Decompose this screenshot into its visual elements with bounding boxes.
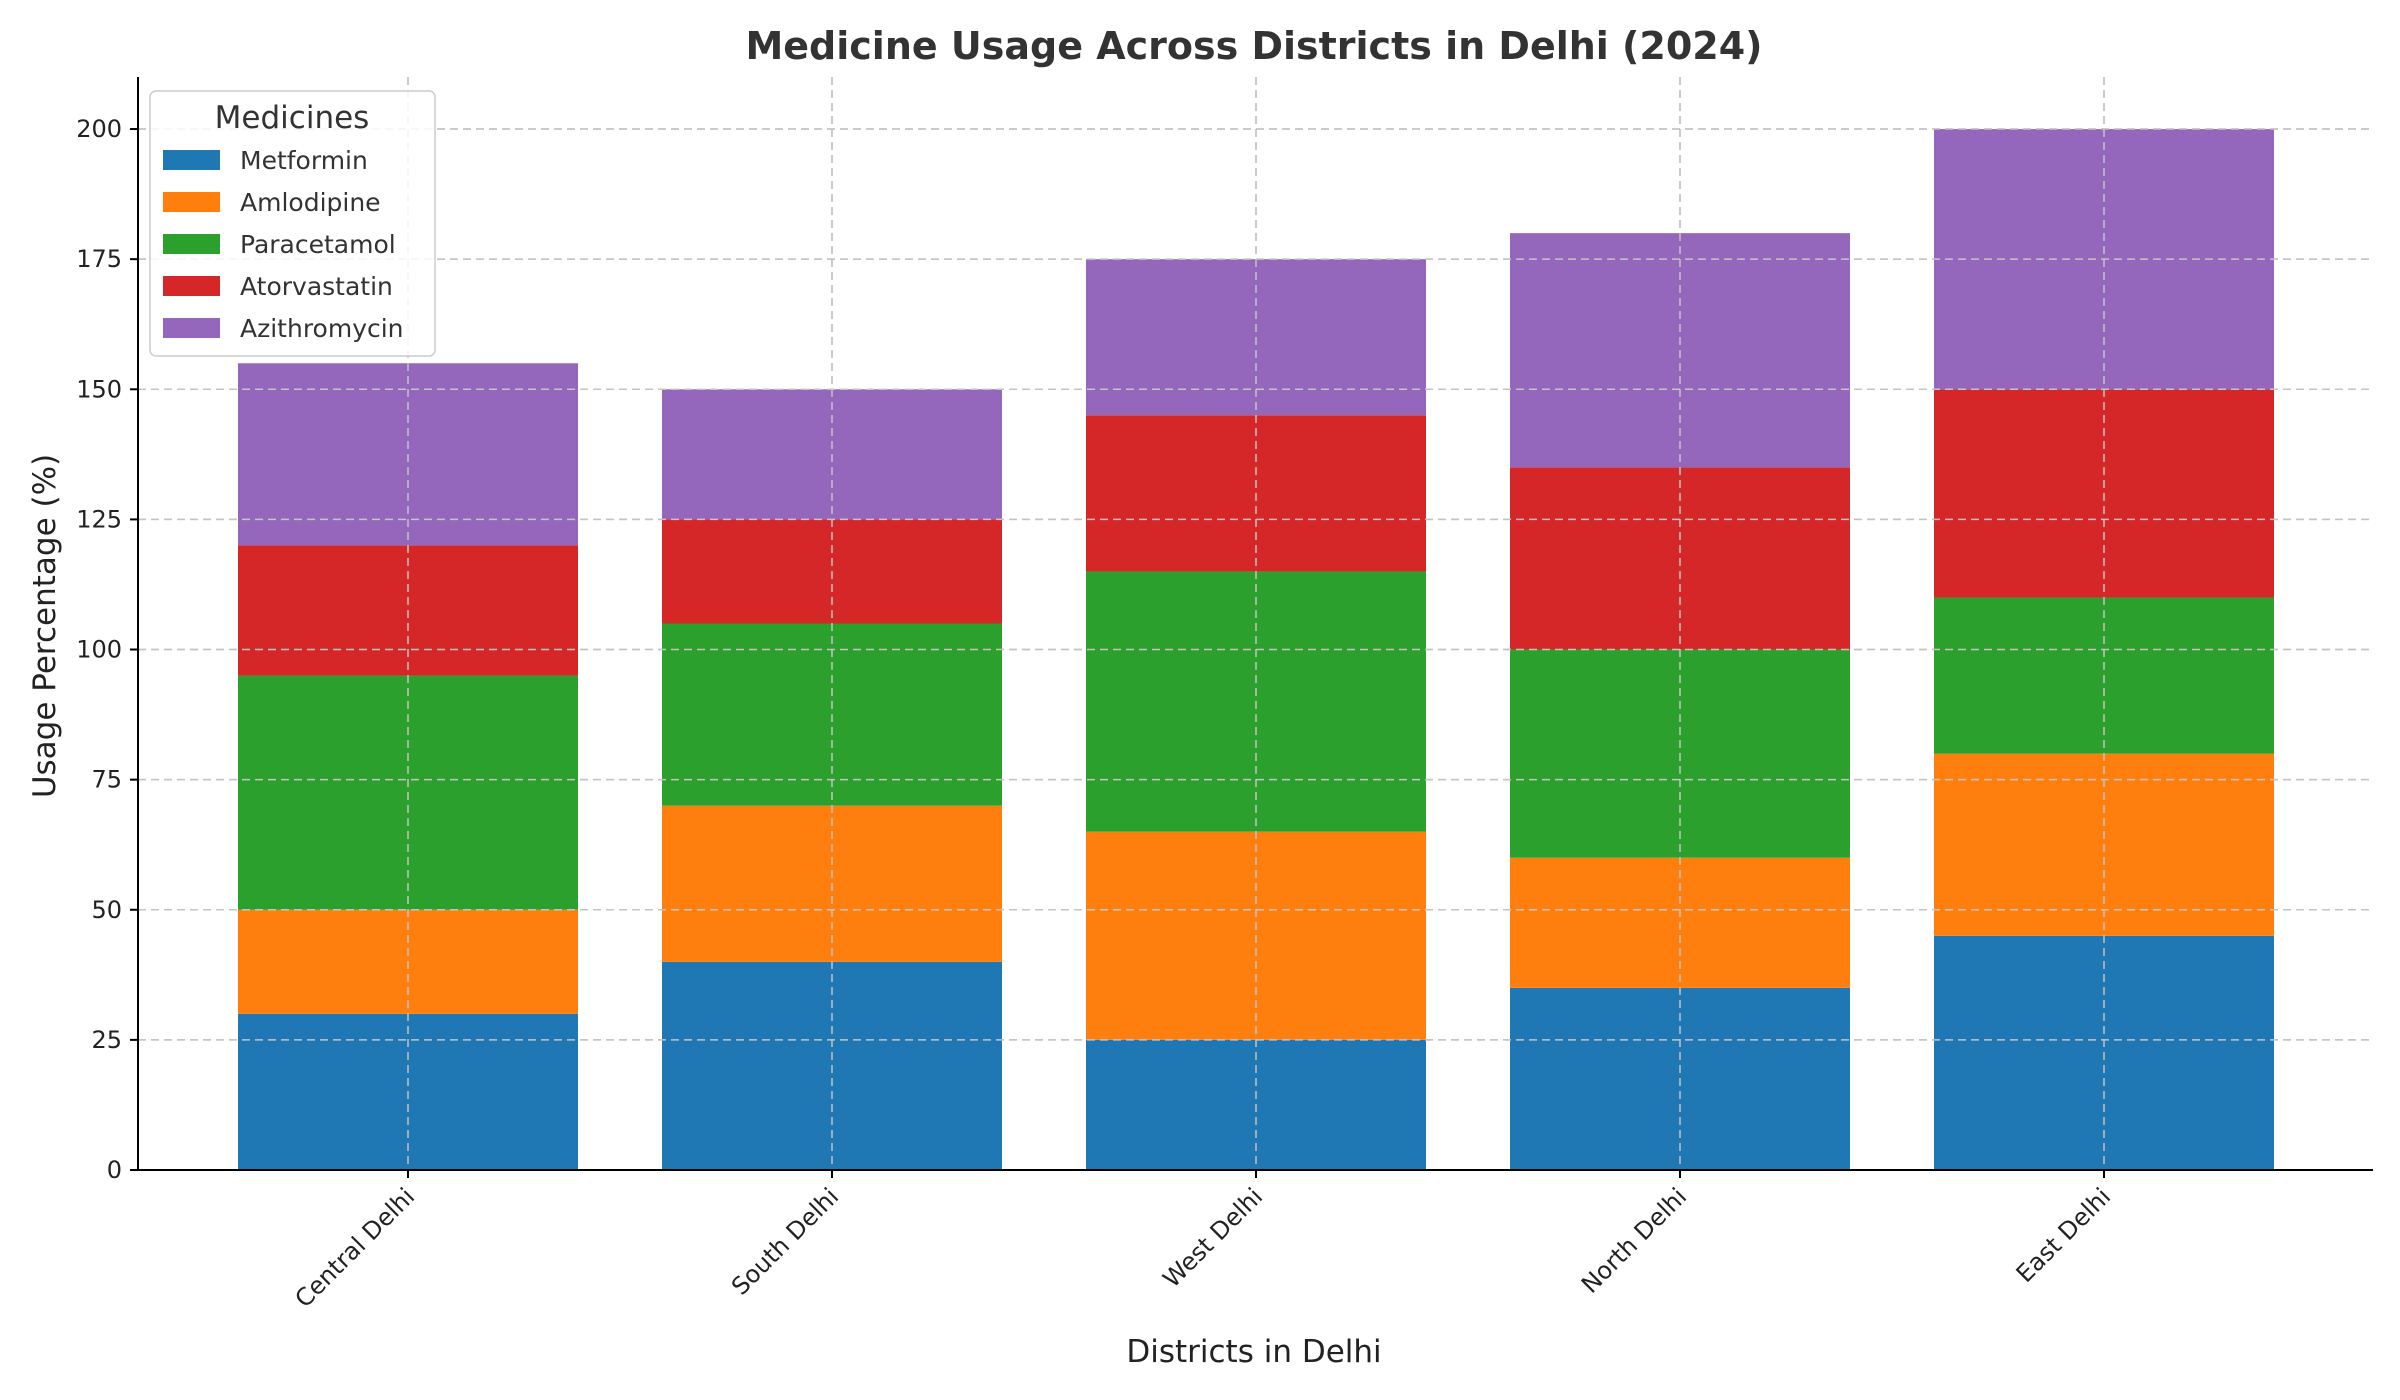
legend: Medicines Metformin Amlodipine Paracetamol… bbox=[149, 90, 436, 357]
y-tick-label: 100 bbox=[76, 636, 122, 664]
y-tick-label: 150 bbox=[76, 375, 122, 403]
x-tick-label: East Delhi bbox=[2011, 1182, 2117, 1288]
x-tick-label: North Delhi bbox=[1576, 1182, 1692, 1298]
legend-item: Azithromycin bbox=[163, 314, 404, 343]
legend-swatch bbox=[163, 192, 220, 212]
legend-swatch bbox=[163, 150, 220, 170]
y-tick-label: 75 bbox=[91, 766, 122, 794]
y-tick-label: 200 bbox=[76, 115, 122, 143]
y-tick-label: 125 bbox=[76, 505, 122, 533]
legend-label: Atorvastatin bbox=[240, 272, 393, 301]
legend-items: Metformin Amlodipine Paracetamol Atorvastat… bbox=[163, 146, 404, 343]
chart-title: Medicine Usage Across Districts in Delhi… bbox=[745, 24, 1762, 68]
legend-swatch bbox=[163, 234, 220, 254]
legend-label: Azithromycin bbox=[240, 314, 404, 343]
legend-label: Paracetamol bbox=[240, 230, 396, 259]
legend-label: Metformin bbox=[240, 146, 368, 175]
legend-frame bbox=[149, 90, 436, 357]
legend-swatch bbox=[163, 276, 220, 296]
legend-item: Metformin bbox=[163, 146, 368, 175]
legend-label: Amlodipine bbox=[240, 188, 381, 217]
x-tick-label: Central Delhi bbox=[290, 1182, 421, 1313]
y-tick-label: 175 bbox=[76, 245, 122, 273]
legend-title: Medicines bbox=[215, 100, 370, 136]
bar-stacks bbox=[138, 77, 2373, 1170]
y-tick-label: 50 bbox=[91, 896, 122, 924]
x-tick-label: West Delhi bbox=[1158, 1182, 1269, 1293]
legend-swatch bbox=[163, 318, 220, 338]
x-tick-label: South Delhi bbox=[726, 1182, 844, 1300]
grid-overlay bbox=[138, 77, 2373, 1170]
y-axis-label: Usage Percentage (%) bbox=[27, 454, 63, 798]
y-tick-label: 0 bbox=[107, 1156, 122, 1184]
y-axis-ticks: 0 25 50 75 100 125 150 175 200 bbox=[76, 115, 138, 1184]
legend-item: Paracetamol bbox=[163, 230, 396, 259]
legend-item: Atorvastatin bbox=[163, 272, 393, 301]
legend-item: Amlodipine bbox=[163, 188, 381, 217]
x-axis-ticks: Central Delhi South Delhi West Delhi North … bbox=[290, 1170, 2117, 1313]
x-axis-label: Districts in Delhi bbox=[1126, 1334, 1381, 1370]
y-tick-label: 25 bbox=[91, 1026, 122, 1054]
